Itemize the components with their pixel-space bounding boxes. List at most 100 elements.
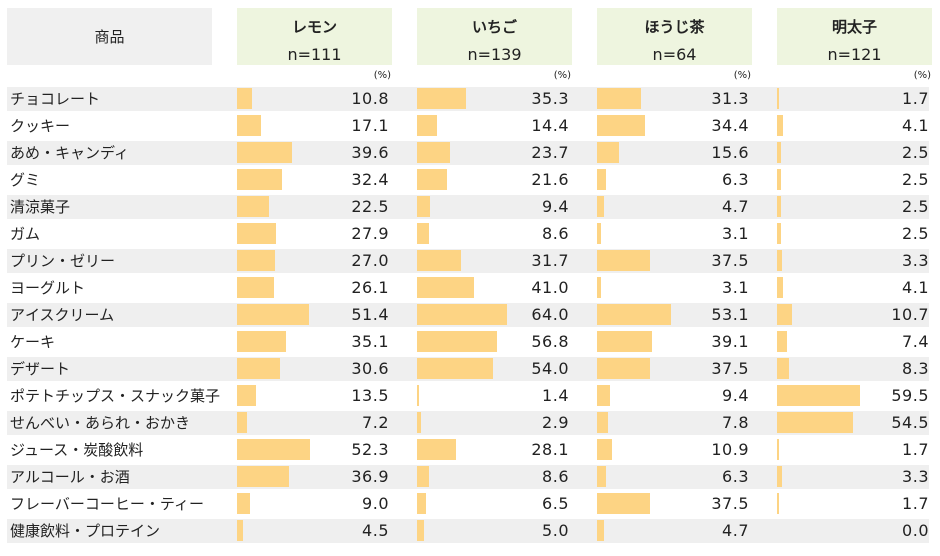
data-bar bbox=[417, 358, 493, 379]
table-row bbox=[7, 249, 929, 273]
data-bar bbox=[597, 358, 650, 379]
data-label: 54.5 bbox=[891, 413, 929, 432]
data-bar bbox=[597, 466, 606, 487]
row-label: ジュース・炭酸飲料 bbox=[10, 441, 144, 459]
row-label: 清涼菓子 bbox=[10, 198, 71, 216]
data-label: 4.1 bbox=[902, 278, 929, 297]
data-label: 35.3 bbox=[531, 89, 569, 108]
data-label: 3.3 bbox=[902, 251, 929, 270]
data-label: 39.1 bbox=[711, 332, 749, 351]
series-name: レモン bbox=[291, 18, 337, 36]
row-label: チョコレート bbox=[10, 90, 101, 108]
unit-label: (%) bbox=[913, 70, 931, 81]
data-label: 8.6 bbox=[542, 467, 569, 486]
data-label: 2.5 bbox=[902, 143, 929, 162]
data-bar bbox=[597, 115, 646, 136]
data-bar bbox=[597, 385, 611, 406]
data-label: 15.6 bbox=[711, 143, 749, 162]
data-bar bbox=[597, 169, 606, 190]
table-row bbox=[7, 195, 929, 219]
data-bar bbox=[597, 142, 619, 163]
row-label: 健康飲料・プロテイン bbox=[10, 522, 161, 540]
table-row bbox=[7, 411, 929, 435]
data-label: 1.7 bbox=[902, 494, 929, 513]
row-label: アイスクリーム bbox=[10, 306, 115, 324]
data-label: 7.2 bbox=[362, 413, 389, 432]
row-label: ヨーグルト bbox=[10, 279, 86, 297]
data-bar bbox=[417, 520, 424, 541]
data-label: 34.4 bbox=[711, 116, 749, 135]
row-label: フレーバーコーヒー・ティー bbox=[10, 495, 204, 513]
table-row bbox=[7, 465, 929, 489]
data-label: 10.9 bbox=[711, 440, 749, 459]
data-bar bbox=[777, 358, 789, 379]
data-label: 26.1 bbox=[351, 278, 389, 297]
data-bar bbox=[237, 250, 275, 271]
data-bar bbox=[777, 223, 781, 244]
data-label: 9.0 bbox=[362, 494, 389, 513]
data-bar bbox=[597, 412, 608, 433]
data-label: 51.4 bbox=[351, 305, 389, 324]
series-name: ほうじ茶 bbox=[644, 18, 705, 36]
data-bar bbox=[417, 142, 451, 163]
data-label: 22.5 bbox=[351, 197, 389, 216]
data-bar bbox=[597, 304, 672, 325]
data-label: 1.7 bbox=[902, 89, 929, 108]
data-label: 8.3 bbox=[902, 359, 929, 378]
data-label: 3.1 bbox=[722, 278, 749, 297]
data-bar bbox=[417, 304, 507, 325]
row-label: クッキー bbox=[10, 117, 71, 135]
data-label: 56.8 bbox=[531, 332, 569, 351]
data-bar bbox=[237, 493, 250, 514]
data-label: 27.0 bbox=[351, 251, 389, 270]
unit-label: (%) bbox=[733, 70, 751, 81]
data-bar bbox=[597, 196, 604, 217]
table-row bbox=[7, 87, 929, 111]
table-row bbox=[7, 519, 929, 543]
data-bar bbox=[777, 466, 782, 487]
data-bar bbox=[237, 331, 287, 352]
data-label: 3.3 bbox=[902, 467, 929, 486]
data-label: 10.8 bbox=[351, 89, 389, 108]
data-bar bbox=[417, 331, 497, 352]
data-bar bbox=[777, 196, 781, 217]
series-header: ほうじ茶 n=64 bbox=[597, 8, 752, 65]
table-row bbox=[7, 141, 929, 165]
data-label: 9.4 bbox=[542, 197, 569, 216]
row-label: プリン・ゼリー bbox=[10, 252, 116, 270]
data-label: 6.5 bbox=[542, 494, 569, 513]
data-bar bbox=[237, 439, 311, 460]
data-label: 6.3 bbox=[722, 467, 749, 486]
data-label: 2.5 bbox=[902, 197, 929, 216]
data-bar bbox=[417, 385, 419, 406]
row-label: ケーキ bbox=[10, 333, 56, 351]
data-label: 59.5 bbox=[891, 386, 929, 405]
row-label: ガム bbox=[10, 225, 41, 243]
data-label: 39.6 bbox=[351, 143, 389, 162]
data-label: 4.7 bbox=[722, 521, 749, 540]
data-label: 13.5 bbox=[351, 386, 389, 405]
series-name: 明太子 bbox=[831, 18, 877, 36]
data-bar bbox=[237, 169, 283, 190]
data-label: 7.8 bbox=[722, 413, 749, 432]
data-bar bbox=[417, 466, 430, 487]
data-bar bbox=[777, 250, 782, 271]
data-label: 4.5 bbox=[362, 521, 389, 540]
unit-label: (%) bbox=[373, 70, 391, 81]
series-name: いちご bbox=[471, 18, 517, 36]
data-label: 37.5 bbox=[711, 251, 749, 270]
data-bar bbox=[777, 331, 788, 352]
series-header: いちご n=139 bbox=[417, 8, 572, 65]
data-bar bbox=[777, 142, 781, 163]
data-bar bbox=[777, 385, 861, 406]
data-bar bbox=[417, 412, 422, 433]
data-label: 27.9 bbox=[351, 224, 389, 243]
row-label: アルコール・お酒 bbox=[10, 468, 130, 486]
data-label: 30.6 bbox=[351, 359, 389, 378]
data-label: 2.9 bbox=[542, 413, 569, 432]
row-label: ポテトチップス・スナック菓子 bbox=[10, 387, 221, 405]
data-bar bbox=[597, 520, 604, 541]
data-label: 6.3 bbox=[722, 170, 749, 189]
data-bar bbox=[237, 115, 261, 136]
data-bar bbox=[597, 331, 652, 352]
